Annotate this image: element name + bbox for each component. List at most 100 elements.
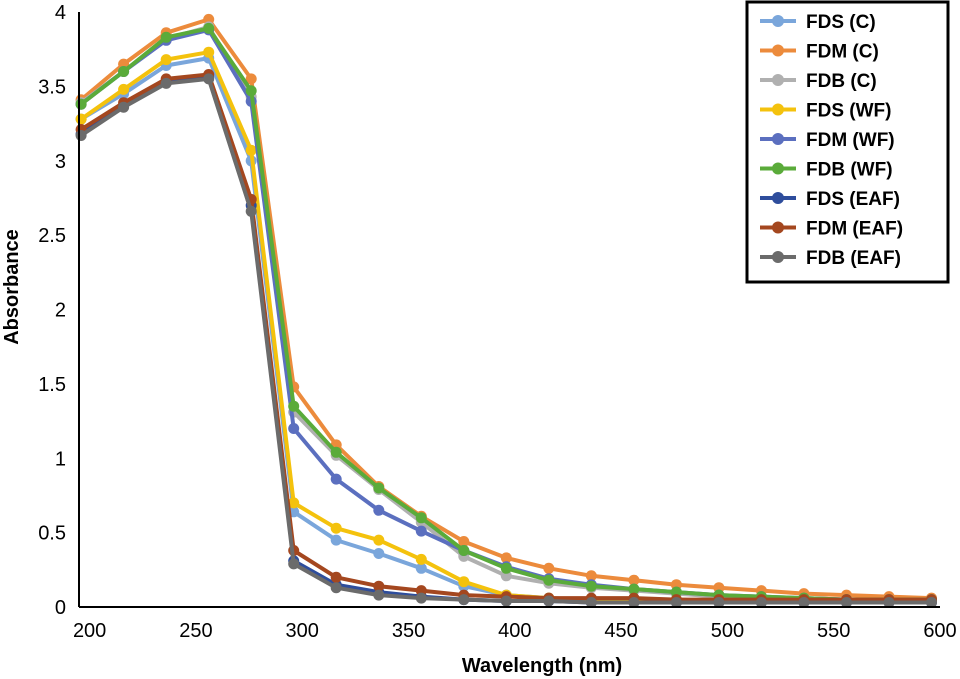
x-tick-label: 450 (604, 620, 637, 642)
legend-entry: FDB (WF) (760, 160, 893, 181)
data-point (415, 512, 427, 524)
x-tick-label: 550 (817, 620, 850, 642)
legend: FDS (C) FDM (C) FDB (C) FDS (WF) FDM (WF) FDB… (745, 0, 950, 284)
x-tick-label: 600 (923, 620, 956, 642)
y-tick-label: 4 (55, 2, 66, 24)
legend-entry: FDM (EAF) (760, 219, 903, 240)
data-point (288, 400, 300, 412)
data-point (628, 574, 640, 586)
x-axis-ticks: 200 250 300 350 400 450 500 550 600 (73, 620, 957, 642)
data-point (373, 482, 385, 494)
y-tick-label: 1 (55, 448, 66, 470)
data-point (798, 597, 810, 608)
data-point (330, 582, 342, 594)
data-point (628, 597, 640, 608)
legend-entry: FDB (EAF) (760, 248, 901, 269)
data-point (288, 423, 300, 434)
legend-swatch-marker (772, 221, 784, 234)
legend-entry: FDB (C) (760, 71, 877, 92)
data-point (330, 522, 342, 534)
data-point (245, 85, 257, 97)
legend-entry: FDS (C) (760, 12, 876, 33)
data-point (330, 571, 342, 583)
x-tick-label: 200 (73, 620, 106, 642)
data-point (118, 83, 130, 95)
data-point (118, 101, 130, 113)
legend-label: FDB (EAF) (806, 248, 901, 269)
legend-entry: FDM (C) (760, 42, 879, 63)
data-point (288, 497, 300, 509)
data-point (75, 113, 87, 125)
legend-label: FDB (C) (806, 71, 877, 92)
data-point (458, 576, 470, 588)
legend-label: FDM (WF) (806, 130, 895, 151)
data-point (203, 73, 215, 85)
data-point (245, 144, 257, 156)
data-point (841, 597, 852, 608)
data-point (415, 525, 427, 537)
x-tick-label: 300 (286, 620, 319, 642)
data-point (118, 66, 130, 77)
legend-label: FDS (WF) (806, 101, 891, 122)
legend-swatch-marker (772, 74, 784, 86)
data-point (458, 545, 470, 556)
legend-label: FDB (WF) (806, 160, 893, 181)
x-axis-title: Wavelength (nm) (462, 655, 622, 677)
y-tick-label: 0.5 (38, 523, 66, 545)
legend-entry: FDM (WF) (760, 130, 895, 151)
y-tick-label: 2 (55, 300, 66, 322)
data-point (330, 446, 342, 458)
data-point (458, 594, 470, 606)
data-point (330, 473, 342, 485)
data-point (373, 589, 385, 601)
data-point (245, 73, 257, 85)
data-point (883, 597, 895, 608)
legend-swatch-marker (772, 251, 784, 263)
y-tick-label: 3.5 (38, 76, 66, 98)
data-point (415, 592, 427, 604)
series-9 (75, 73, 937, 608)
x-tick-label: 350 (392, 620, 425, 642)
data-point (373, 580, 385, 592)
legend-swatch-marker (772, 133, 784, 145)
legend-swatch-marker (772, 44, 784, 57)
legend-label: FDM (EAF) (806, 219, 903, 240)
y-tick-label: 3 (55, 151, 66, 173)
data-point (288, 558, 300, 570)
data-point (543, 574, 555, 586)
data-point (373, 548, 385, 559)
data-point (160, 54, 172, 66)
y-tick-label: 2.5 (38, 225, 66, 247)
legend-entry: FDS (WF) (760, 101, 891, 122)
legend-label: FDS (C) (806, 12, 876, 33)
data-point (458, 536, 470, 547)
x-tick-label: 250 (179, 620, 212, 642)
legend-swatch-marker (772, 15, 784, 27)
legend-label: FDM (C) (806, 42, 879, 63)
y-axis-title: Absorbance (1, 229, 23, 345)
legend-entry: FDS (EAF) (760, 189, 900, 210)
data-point (160, 31, 172, 43)
data-point (415, 562, 427, 574)
data-point (160, 77, 172, 89)
y-axis-ticks: 0 0.5 1 1.5 2 2.5 3 3.5 4 (38, 2, 66, 619)
data-point (585, 570, 597, 582)
data-point (245, 205, 257, 217)
legend-swatch-marker (772, 192, 784, 204)
data-point (670, 597, 682, 608)
legend-swatch-marker (772, 103, 784, 116)
data-point (755, 597, 767, 608)
legend-swatch-marker (772, 162, 784, 175)
data-point (543, 562, 555, 574)
data-point (203, 46, 215, 58)
data-point (543, 595, 555, 607)
data-point (373, 504, 385, 516)
legend-label: FDS (EAF) (806, 189, 900, 210)
data-point (926, 597, 937, 608)
data-point (500, 562, 512, 574)
data-point (415, 553, 427, 565)
data-point (75, 130, 87, 141)
data-point (500, 595, 512, 607)
data-point (500, 552, 512, 564)
